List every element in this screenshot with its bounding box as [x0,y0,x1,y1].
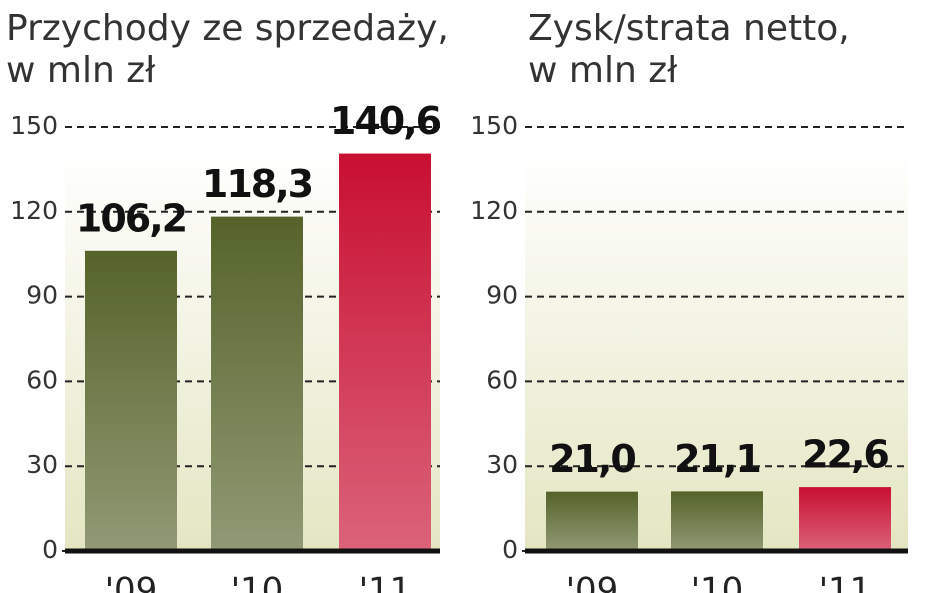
bar [211,216,303,551]
x-tick-label: '09 [566,571,619,593]
x-tick-label: '09 [105,571,158,593]
y-tick-label: 120 [10,196,58,225]
x-tick-label: '10 [691,571,744,593]
bar [671,491,763,551]
y-tick-label: 30 [486,450,518,479]
y-tick-label: 60 [486,365,518,394]
value-label: 106,2 [76,196,186,240]
value-label: 21,0 [549,437,635,481]
bar [339,153,431,551]
panel-background [525,150,908,551]
x-tick-label: '11 [819,571,872,593]
y-tick-label: 120 [470,196,518,225]
bar [546,491,638,551]
y-tick-label: 150 [10,111,58,140]
chart-title: Zysk/strata netto, [528,8,850,49]
bar [85,250,177,552]
x-tick-label: '10 [231,571,284,593]
y-tick-label: 0 [42,535,58,564]
x-tick-label: '11 [359,571,412,593]
y-tick-label: 90 [486,281,518,310]
bar [799,487,891,551]
y-tick-label: 0 [502,535,518,564]
y-tick-label: 150 [470,111,518,140]
chart-subtitle: w mln zł [528,50,678,91]
chart-title: Przychody ze sprzedaży, [6,8,449,49]
y-tick-label: 60 [26,365,58,394]
y-tick-label: 90 [26,281,58,310]
value-label: 140,6 [330,99,441,143]
value-label: 21,1 [674,437,760,481]
value-label: 118,3 [202,162,312,206]
chart-subtitle: w mln zł [6,50,156,91]
value-label: 22,6 [802,433,888,477]
y-tick-label: 30 [26,450,58,479]
